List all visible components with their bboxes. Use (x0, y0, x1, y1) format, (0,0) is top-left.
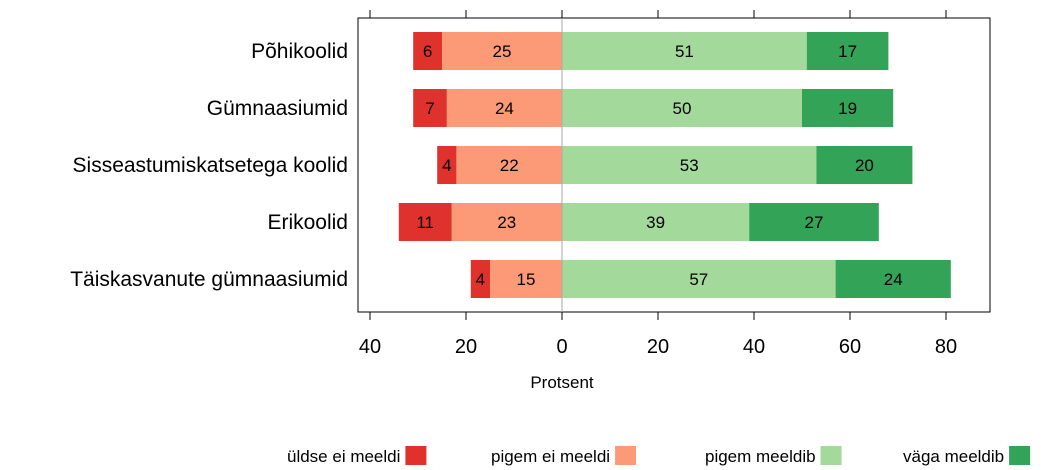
category-label: Erikoolid (267, 211, 348, 234)
bar-segment (806, 32, 889, 70)
x-tick-label: 0 (556, 336, 567, 358)
bar-value-label: 11 (416, 213, 434, 232)
bar-segment (802, 89, 894, 127)
x-tick-label: 20 (647, 336, 669, 358)
bar-segment (456, 146, 562, 184)
bar-segment (451, 203, 562, 241)
legend-swatch (405, 446, 427, 465)
bar-value-label: 15 (517, 270, 536, 289)
bar-value-label: 7 (425, 99, 434, 118)
bar-value-label: 24 (884, 270, 903, 289)
bar-segment (562, 146, 817, 184)
bar-value-label: 39 (646, 213, 665, 232)
x-tick-label: 80 (935, 336, 957, 358)
bar-segment (562, 203, 750, 241)
bar-value-label: 57 (689, 270, 708, 289)
bar-segment (437, 146, 457, 184)
plot-frame (357, 17, 991, 313)
bar-segment (446, 89, 562, 127)
bar-value-label: 53 (680, 156, 699, 175)
bar-segment (562, 32, 807, 70)
bar-segment (816, 146, 913, 184)
category-label: Sisseastumiskatsetega koolid (73, 154, 348, 177)
bar-value-label: 24 (495, 99, 514, 118)
category-label: Täiskasvanute gümnaasiumid (70, 268, 348, 291)
bar-value-label: 17 (838, 42, 857, 61)
bar-value-label: 27 (805, 213, 824, 232)
legend-label: üldse ei meeldi (287, 447, 400, 466)
x-axis-title: Protsent (530, 373, 594, 392)
bar-segment (442, 32, 562, 70)
bar-segment (413, 32, 442, 70)
x-tick-label: 40 (743, 336, 765, 358)
bar-value-label: 4 (442, 156, 451, 175)
bar-segment (562, 89, 802, 127)
bar-segment (413, 89, 447, 127)
bar-value-label: 22 (500, 156, 519, 175)
x-tick-label: 40 (359, 336, 381, 358)
legend-label: pigem meeldib (705, 447, 816, 466)
category-label: Gümnaasiumid (207, 97, 348, 120)
bar-segment (470, 260, 490, 298)
bar-value-label: 20 (855, 156, 874, 175)
category-labels: Põhikoolid Gümnaasiumid Sisseastumiskatset… (70, 40, 348, 291)
legend-label: väga meeldib (903, 447, 1004, 466)
x-tick-label: 20 (455, 336, 477, 358)
bars-group: 25 6 51 17 24 7 50 19 22 4 53 20 23 11 39 27 15 4 57 24 (398, 18, 951, 312)
legend-swatch (820, 446, 842, 465)
legend: üldse ei meeldi pigem ei meeldi pigem meel… (287, 446, 1031, 466)
bar-value-label: 4 (476, 270, 485, 289)
bar-value-label: 23 (497, 213, 516, 232)
category-label: Põhikoolid (251, 40, 348, 63)
x-axis: 40 20 0 20 40 60 80 (359, 10, 957, 358)
legend-swatch (1009, 446, 1031, 465)
bar-segment (562, 260, 836, 298)
bar-value-label: 6 (423, 42, 432, 61)
bar-segment (398, 203, 452, 241)
bar-value-label: 50 (673, 99, 692, 118)
x-tick-label: 60 (839, 336, 861, 358)
bar-value-label: 51 (675, 42, 694, 61)
bar-segment (835, 260, 951, 298)
legend-swatch (615, 446, 637, 465)
bar-value-label: 25 (493, 42, 512, 61)
bar-segment (490, 260, 562, 298)
bar-value-label: 19 (838, 99, 857, 118)
bar-segment (749, 203, 879, 241)
legend-label: pigem ei meeldi (491, 447, 610, 466)
